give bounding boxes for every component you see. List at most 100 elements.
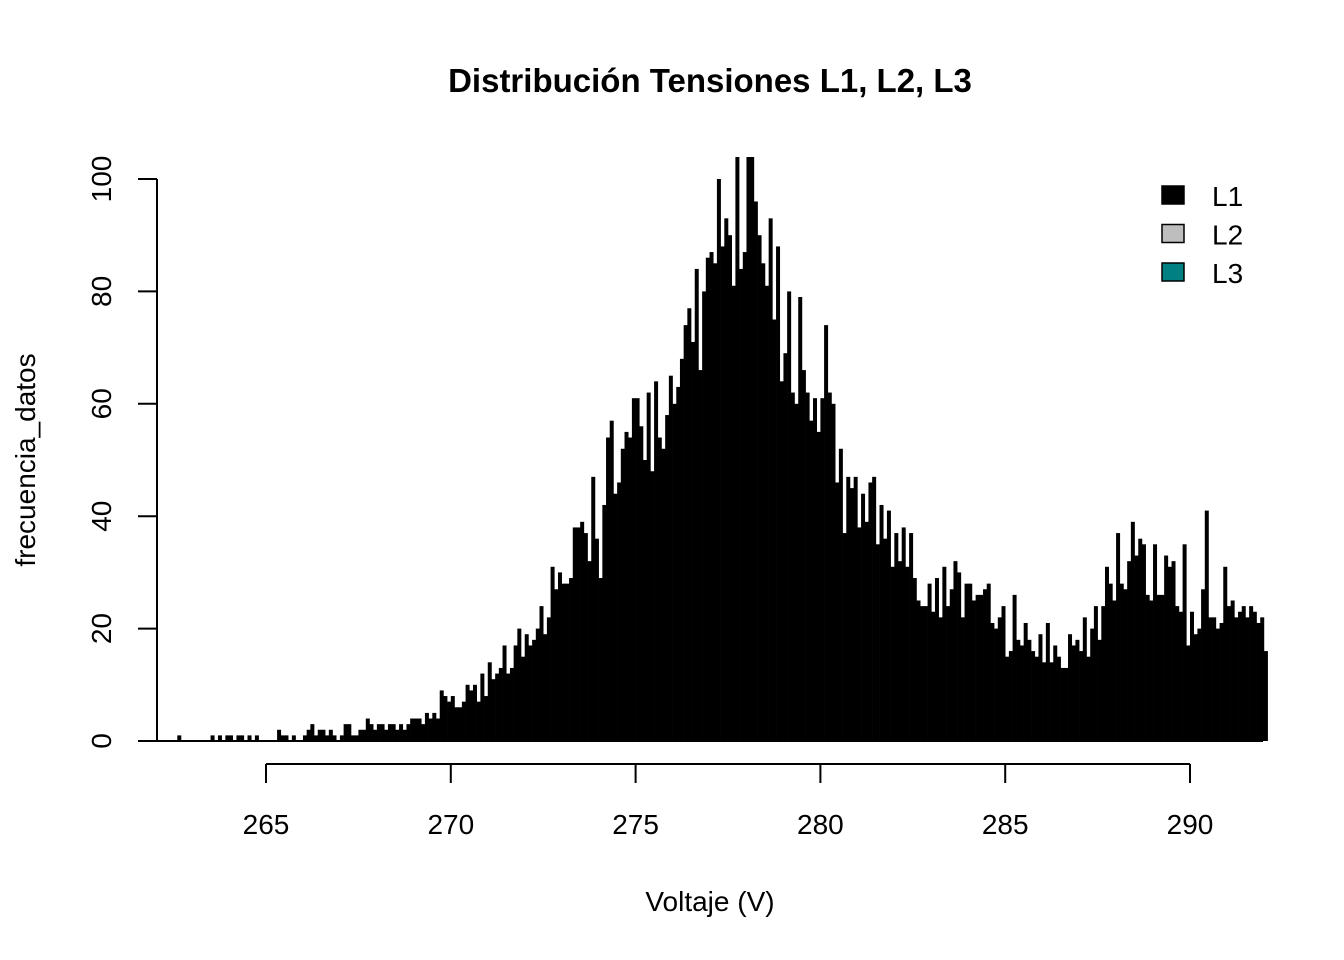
bar xyxy=(1127,561,1132,741)
bar xyxy=(964,583,969,741)
bar xyxy=(317,729,322,741)
bar xyxy=(735,157,740,741)
bar xyxy=(417,718,422,741)
bar xyxy=(472,684,477,741)
bar xyxy=(654,381,659,741)
x-tick-label: 280 xyxy=(797,809,844,840)
bar xyxy=(731,285,736,741)
bar xyxy=(358,729,363,741)
bar xyxy=(439,690,444,741)
bar xyxy=(1230,600,1235,741)
bar xyxy=(1186,645,1191,741)
bar xyxy=(1031,651,1036,741)
bar xyxy=(539,606,544,741)
bar xyxy=(602,504,607,741)
bar xyxy=(410,718,415,741)
bar xyxy=(1064,667,1069,741)
bar xyxy=(1038,634,1043,741)
bar xyxy=(905,566,910,741)
bar xyxy=(1023,622,1028,741)
bar xyxy=(532,639,537,741)
bar xyxy=(343,724,348,741)
bar xyxy=(210,735,215,741)
bar xyxy=(314,735,319,741)
bar xyxy=(1101,606,1106,741)
bar xyxy=(1008,651,1013,741)
bar xyxy=(351,735,356,741)
bar xyxy=(502,645,507,741)
bar xyxy=(535,628,540,741)
bar xyxy=(1263,651,1268,741)
bar xyxy=(240,735,245,741)
bar xyxy=(613,493,618,741)
bar xyxy=(480,673,485,741)
bar xyxy=(705,257,710,741)
bar xyxy=(328,729,333,741)
bar xyxy=(1201,589,1206,741)
bar xyxy=(546,617,551,741)
bar xyxy=(813,398,818,741)
bars-group xyxy=(177,157,1268,742)
bar xyxy=(698,370,703,741)
bar xyxy=(387,724,392,741)
bar xyxy=(883,538,888,741)
legend-swatch xyxy=(1161,223,1185,244)
bar xyxy=(635,398,640,741)
bar xyxy=(968,583,973,741)
bar xyxy=(739,268,744,741)
bar xyxy=(306,729,311,741)
y-tick-label: 100 xyxy=(86,156,117,203)
bar xyxy=(1212,617,1217,741)
bar xyxy=(1238,611,1243,741)
bar xyxy=(642,460,647,741)
y-axis-label: frecuencia_datos xyxy=(10,353,41,566)
legend-label: L3 xyxy=(1212,258,1243,289)
bar xyxy=(960,617,965,741)
bar xyxy=(302,735,307,741)
bar xyxy=(776,246,781,741)
x-axis-label: Voltaje (V) xyxy=(645,886,774,917)
bar xyxy=(650,471,655,741)
bar xyxy=(1134,555,1139,741)
bar xyxy=(506,673,511,741)
bar xyxy=(894,533,899,741)
bar xyxy=(764,285,769,741)
legend-swatch xyxy=(1161,262,1185,282)
bar xyxy=(934,578,939,741)
bar xyxy=(424,712,429,741)
bar xyxy=(332,735,337,741)
bar xyxy=(1097,639,1102,741)
bar xyxy=(517,628,522,741)
bar xyxy=(798,297,803,741)
bar xyxy=(354,735,359,741)
bar xyxy=(1175,606,1180,741)
bar xyxy=(450,696,455,741)
bar xyxy=(716,179,721,741)
bar xyxy=(554,589,559,741)
bar xyxy=(713,263,718,741)
bar xyxy=(768,218,773,742)
bar xyxy=(628,437,633,741)
bar xyxy=(709,252,714,741)
bar xyxy=(665,415,670,741)
bar xyxy=(1223,566,1228,741)
bar xyxy=(591,476,596,741)
bar xyxy=(561,583,566,741)
bar xyxy=(1027,639,1032,741)
bar xyxy=(1219,622,1224,741)
bar xyxy=(321,729,326,741)
bar xyxy=(1086,656,1091,741)
y-tick-label: 20 xyxy=(86,613,117,644)
bar xyxy=(1112,600,1117,741)
bar xyxy=(909,533,914,741)
bar xyxy=(801,370,806,741)
bar xyxy=(691,341,696,741)
bar xyxy=(469,690,474,741)
bar xyxy=(1012,594,1017,741)
bar xyxy=(1156,594,1161,741)
bar xyxy=(476,701,481,741)
bar xyxy=(827,392,832,741)
bar xyxy=(284,735,289,741)
bar xyxy=(1082,617,1087,741)
